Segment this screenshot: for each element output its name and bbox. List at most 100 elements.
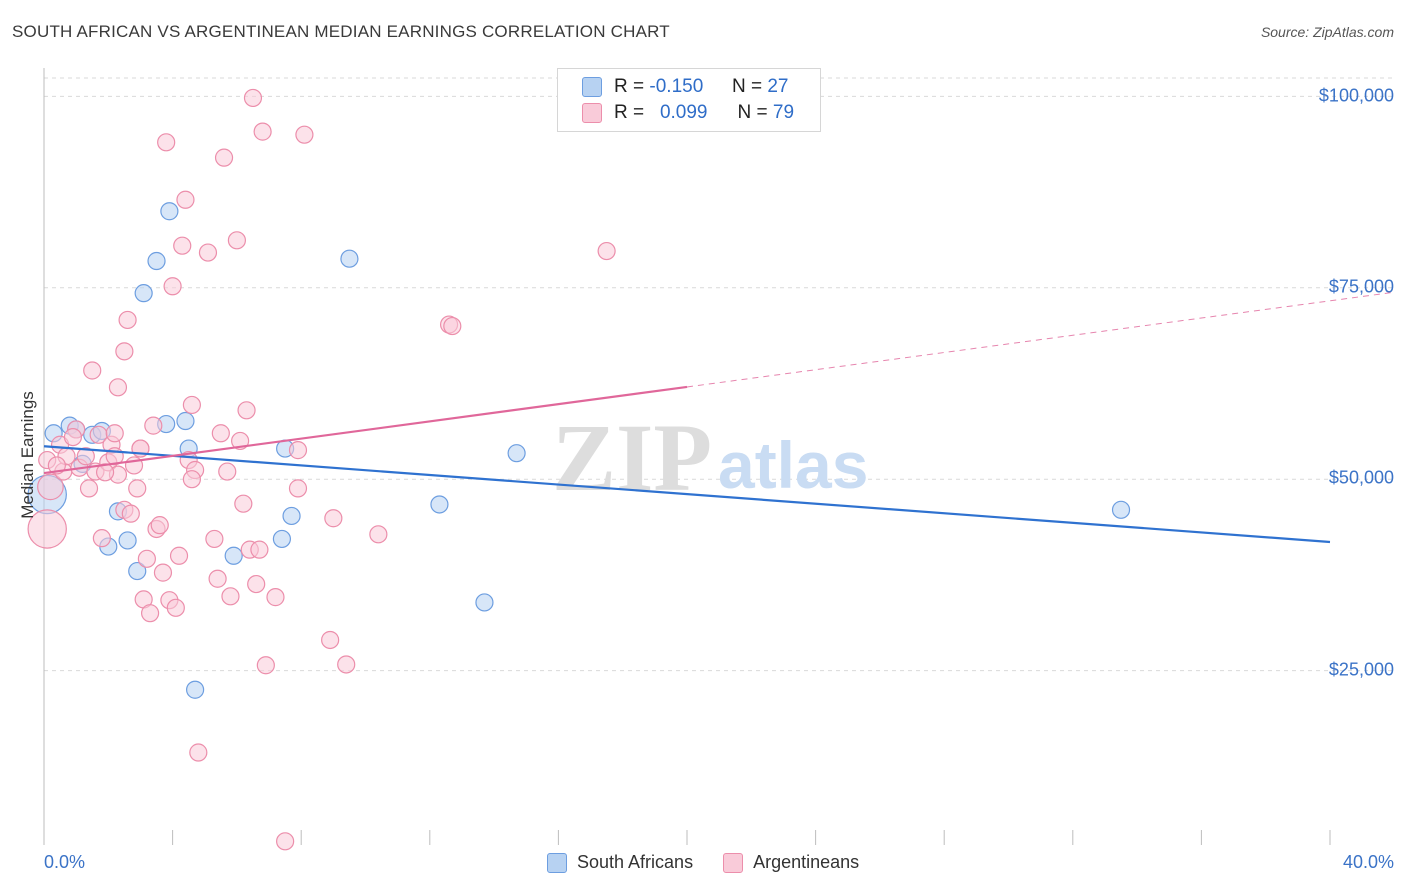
legend-row-south-africans: R = -0.150 N = 27 xyxy=(582,75,788,99)
legend-item-south-africans: South Africans xyxy=(547,852,693,873)
argentinean-point xyxy=(92,529,111,548)
legend-swatch-blue xyxy=(582,77,602,97)
argentinean-point xyxy=(324,509,343,528)
y-axis-label: Median Earnings xyxy=(18,391,37,519)
legend-swatch-pink xyxy=(723,852,744,873)
argentinean-point xyxy=(208,569,227,588)
south-african-point xyxy=(147,251,166,271)
legend-label: South Africans xyxy=(577,852,694,872)
argentinean-point xyxy=(150,516,169,535)
legend-r-label: R = xyxy=(614,76,645,97)
argentinean-point xyxy=(137,549,156,568)
argentinean-point xyxy=(237,401,256,420)
south-african-point xyxy=(176,411,195,431)
argentinean-point xyxy=(276,832,295,851)
south-african-point xyxy=(128,561,147,581)
argentinean-point xyxy=(247,574,266,594)
argentinean-point xyxy=(227,231,246,250)
south-african-point xyxy=(272,529,292,549)
argentinean-point xyxy=(144,416,163,435)
y-tick-label: $100,000 xyxy=(1318,85,1394,106)
argentinean-point xyxy=(182,470,201,489)
argentinean-trend-line xyxy=(43,385,688,475)
argentinean-point xyxy=(253,122,272,141)
argentinean-point xyxy=(182,395,201,415)
argentinean-point xyxy=(205,529,224,549)
y-tick-label: $50,000 xyxy=(1328,467,1394,488)
argentinean-point xyxy=(218,462,237,481)
watermark-atlas: atlas xyxy=(718,428,868,502)
legend-r-value: 0.099 xyxy=(659,102,708,123)
legend-swatch-blue xyxy=(547,852,567,873)
argentinean-point xyxy=(128,479,147,498)
argentinean-point xyxy=(214,148,234,167)
legend-label: Argentineans xyxy=(753,852,860,872)
south-african-point xyxy=(340,249,359,268)
argentinean-point xyxy=(163,277,182,296)
argentinean-point xyxy=(443,316,462,336)
argentinean-point xyxy=(105,424,124,443)
legend-r-label: R = xyxy=(614,102,645,123)
argentinean-point xyxy=(76,447,95,466)
argentinean-point xyxy=(63,427,83,447)
argentinean-point xyxy=(256,656,275,675)
legend-row-argentineans: R = 0.099 N = 79 xyxy=(582,101,794,125)
argentinean-point xyxy=(157,133,176,152)
argentinean-point xyxy=(211,424,230,443)
argentinean-point xyxy=(221,587,240,606)
argentinean-point xyxy=(47,456,66,475)
series-legend: South Africans Argentineans xyxy=(547,852,889,873)
argentinean-point xyxy=(118,310,137,330)
legend-n-label: N = xyxy=(737,102,768,123)
argentinean-point xyxy=(189,743,208,762)
argentinean-point xyxy=(597,241,616,261)
south-african-point xyxy=(430,495,449,514)
legend-r-value: -0.150 xyxy=(649,76,704,97)
argentinean-point xyxy=(337,655,356,674)
argentinean-point xyxy=(79,479,99,498)
south-african-point xyxy=(224,546,243,565)
south-african-point xyxy=(186,680,205,699)
chart-title: SOUTH AFRICAN VS ARGENTINEAN MEDIAN EARN… xyxy=(12,22,670,41)
correlation-legend: R = -0.150 N = 27 R = 0.099 N = 79 xyxy=(557,68,821,132)
legend-n-label: N = xyxy=(731,76,763,97)
argentinean-point xyxy=(288,479,308,498)
legend-n-value: 79 xyxy=(772,102,795,123)
legend-item-argentineans: Argentineans xyxy=(723,852,859,873)
x-tick-label-min: 0.0% xyxy=(44,852,86,872)
argentinean-point xyxy=(83,361,102,380)
south-african-point xyxy=(1111,500,1131,519)
argentinean-point xyxy=(234,494,253,513)
argentinean-point xyxy=(295,125,314,144)
argentinean-point xyxy=(140,604,160,623)
argentinean-trend-line-extension xyxy=(686,292,1393,388)
argentinean-point xyxy=(266,588,285,607)
legend-n-value: 27 xyxy=(767,76,789,97)
argentinean-point xyxy=(173,236,192,255)
source-label: Source: ZipAtlas.com xyxy=(1260,24,1394,40)
south-african-point xyxy=(475,593,494,612)
y-tick-label: $25,000 xyxy=(1328,659,1394,680)
south-african-trend-line xyxy=(43,445,1331,544)
south-african-point xyxy=(118,531,137,550)
argentinean-point xyxy=(27,509,67,549)
south-african-point xyxy=(160,202,179,221)
argentinean-point xyxy=(369,525,388,544)
argentinean-point xyxy=(288,441,308,460)
argentinean-point xyxy=(108,378,128,397)
argentinean-point xyxy=(243,88,263,108)
argentinean-point xyxy=(37,473,64,501)
legend-swatch-pink xyxy=(582,103,602,123)
argentinean-point xyxy=(198,243,218,262)
argentinean-point xyxy=(250,540,269,559)
y-tick-label: $75,000 xyxy=(1328,276,1394,297)
south-african-point xyxy=(282,506,301,526)
argentinean-point xyxy=(115,342,134,361)
x-tick-label-max: 40.0% xyxy=(1342,852,1394,872)
south-african-point xyxy=(134,284,153,303)
argentinean-point xyxy=(153,563,173,582)
argentinean-point xyxy=(176,190,195,209)
argentinean-point xyxy=(169,546,189,565)
argentinean-point xyxy=(321,630,340,650)
